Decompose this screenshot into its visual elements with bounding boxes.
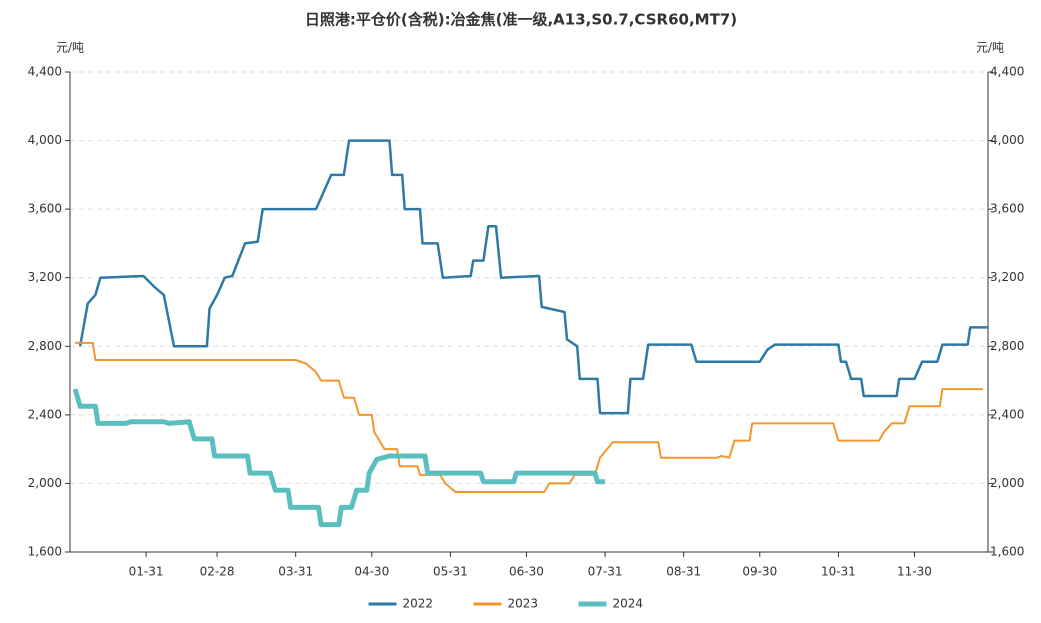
series-line: [72, 388, 606, 528]
x-tick-label: 06-30: [509, 565, 544, 579]
x-tick-label: 10-31: [821, 565, 856, 579]
y2-tick-label: 4,000: [990, 133, 1024, 147]
y2-axis-label: 元/吨: [976, 41, 1004, 55]
y-tick-label: 2,800: [28, 339, 62, 353]
x-tick-label: 11-30: [897, 565, 932, 579]
x-tick-label: 03-31: [278, 565, 313, 579]
x-tick-label: 05-31: [433, 565, 468, 579]
x-tick-label: 01-31: [129, 565, 164, 579]
y-tick-label: 2,400: [28, 407, 62, 421]
y-tick-label: 2,000: [28, 476, 62, 490]
y2-tick-label: 3,600: [990, 202, 1024, 216]
y2-tick-label: 2,400: [990, 407, 1024, 421]
legend-label: 2022: [403, 597, 434, 611]
y-tick-label: 4,400: [28, 65, 62, 79]
chart-title: 日照港:平仓价(含税):冶金焦(准一级,A13,S0.7,CSR60,MT7): [305, 11, 737, 29]
y-tick-label: 4,000: [28, 133, 62, 147]
y2-tick-label: 1,600: [990, 545, 1024, 559]
series-line: [75, 341, 983, 493]
x-tick-label: 02-28: [200, 565, 235, 579]
legend-label: 2024: [613, 597, 644, 611]
y2-tick-label: 2,000: [990, 476, 1024, 490]
y2-tick-label: 4,400: [990, 65, 1024, 79]
legend-label: 2023: [508, 597, 539, 611]
y-tick-label: 3,200: [28, 270, 62, 284]
series-line: [78, 139, 988, 415]
y-tick-label: 1,600: [28, 545, 62, 559]
x-tick-label: 09-30: [742, 565, 777, 579]
x-tick-label: 08-31: [666, 565, 701, 579]
y-axis-label: 元/吨: [56, 41, 84, 55]
y2-tick-label: 2,800: [990, 339, 1024, 353]
x-tick-label: 04-30: [354, 565, 389, 579]
x-tick-label: 07-31: [588, 565, 623, 579]
y-tick-label: 3,600: [28, 202, 62, 216]
y2-tick-label: 3,200: [990, 270, 1024, 284]
